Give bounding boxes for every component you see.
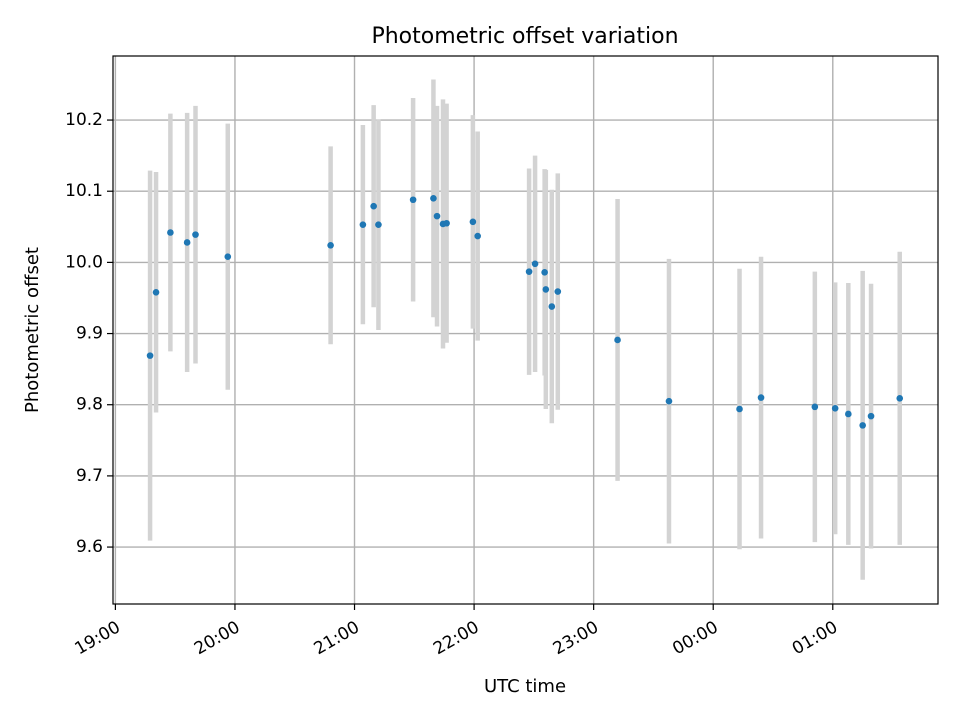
data-point <box>146 352 154 359</box>
y-tick-label: 10.1 <box>65 181 103 201</box>
data-point <box>811 403 819 411</box>
plot-frame <box>112 55 939 605</box>
y-tick-label: 9.8 <box>76 395 103 415</box>
data-point <box>375 221 382 228</box>
y-axis-label: Photometric offset <box>22 247 43 413</box>
y-tick-label: 9.7 <box>76 466 103 486</box>
y-tick-label: 9.6 <box>76 537 103 557</box>
data-point <box>525 268 533 275</box>
data-point <box>541 269 548 276</box>
data-point <box>845 410 852 418</box>
data-point <box>548 303 556 310</box>
chart-title: Photometric offset variation <box>371 24 678 49</box>
y-tick-label: 9.9 <box>76 324 103 344</box>
data-point <box>757 394 765 401</box>
data-point <box>736 405 743 413</box>
data-point <box>859 422 866 429</box>
y-tick-label: 10.2 <box>65 110 103 130</box>
data-point <box>614 336 621 344</box>
data-point <box>224 253 232 260</box>
data-point <box>183 239 191 246</box>
data-point <box>469 218 477 226</box>
data-point <box>167 229 174 236</box>
data-point <box>896 395 904 402</box>
data-point <box>831 404 839 412</box>
data-point <box>359 221 367 228</box>
data-point <box>430 195 437 202</box>
data-points <box>146 195 904 429</box>
data-point <box>192 231 199 238</box>
data-point <box>370 202 377 210</box>
y-tick-label: 10.0 <box>65 252 103 272</box>
data-point <box>531 260 539 268</box>
data-point <box>443 219 450 227</box>
data-point <box>152 288 160 296</box>
data-point <box>409 196 417 204</box>
x-axis-label: UTC time <box>484 676 566 697</box>
data-point <box>474 232 481 240</box>
data-point <box>867 412 875 420</box>
grid <box>113 56 938 604</box>
data-point <box>327 242 334 249</box>
data-point <box>433 212 441 220</box>
data-point <box>665 397 673 405</box>
data-point <box>554 288 562 295</box>
data-point <box>542 286 550 293</box>
